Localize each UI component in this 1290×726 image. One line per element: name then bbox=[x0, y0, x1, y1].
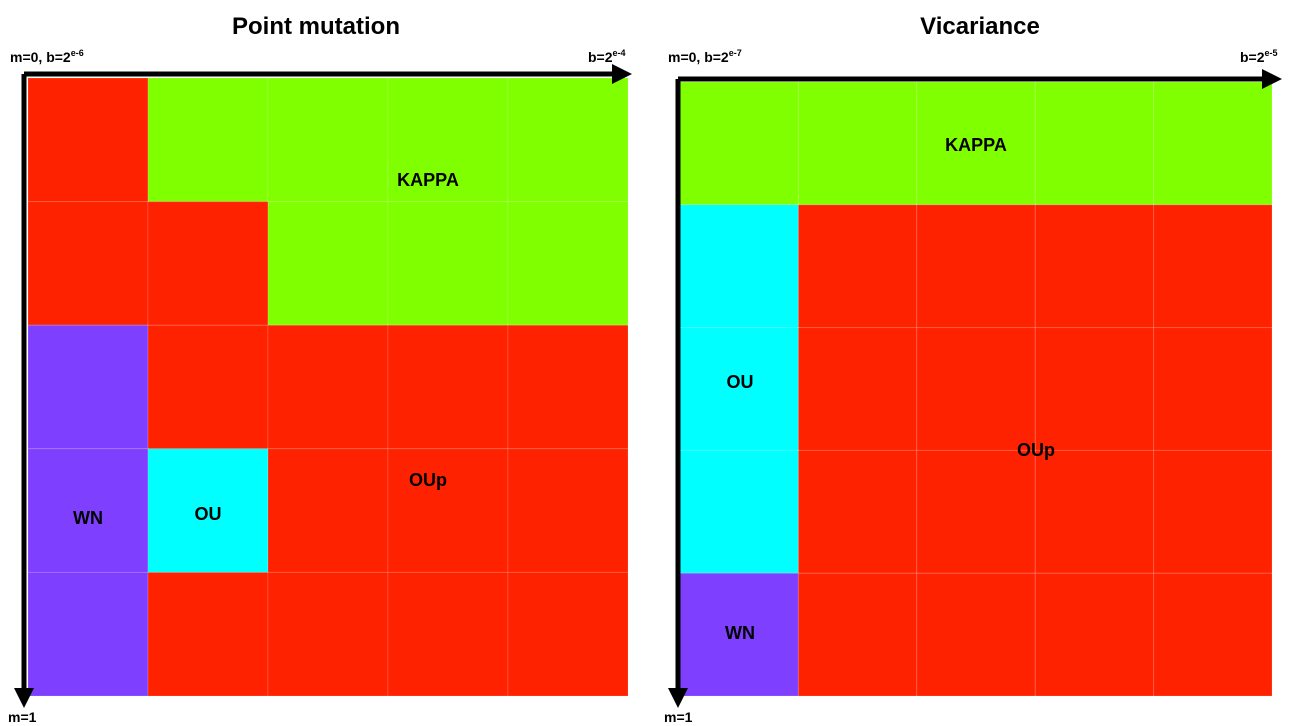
label-sup: e-5 bbox=[1265, 48, 1278, 58]
corner-label: m=1 bbox=[8, 709, 37, 725]
grid-cell bbox=[916, 204, 1036, 329]
axes bbox=[14, 64, 1282, 708]
panel-title: Vicariance bbox=[920, 13, 1040, 40]
grid-cell bbox=[797, 204, 918, 329]
grid-cell bbox=[679, 81, 799, 206]
grid-cell bbox=[679, 449, 799, 574]
grid-cell bbox=[1034, 204, 1155, 329]
region-label: OUp bbox=[409, 470, 447, 490]
grid-cell bbox=[916, 572, 1036, 697]
grid-cell bbox=[27, 77, 149, 203]
grid-cell bbox=[507, 77, 629, 203]
label-sup: e-6 bbox=[71, 48, 84, 58]
label-text: b=2 bbox=[1240, 49, 1265, 65]
grid-cell bbox=[387, 571, 509, 697]
grid-cell bbox=[507, 448, 629, 573]
label-text: m=0, b=2 bbox=[668, 49, 729, 65]
grid-cell bbox=[507, 571, 629, 697]
corner-label: m=0, b=2e-7 bbox=[668, 48, 742, 65]
grid-cell bbox=[267, 324, 389, 450]
grid-cell bbox=[147, 201, 269, 326]
grid-cell bbox=[27, 571, 149, 697]
grid-cell bbox=[916, 327, 1036, 451]
corner-label: m=1 bbox=[664, 709, 693, 725]
region-label: OU bbox=[195, 504, 222, 524]
corner-label: b=2e-5 bbox=[1240, 48, 1278, 65]
grid-cell bbox=[147, 448, 269, 573]
grid-cell bbox=[507, 201, 629, 326]
grid-cell bbox=[797, 449, 918, 574]
grid-cell bbox=[267, 448, 389, 573]
grid-cell bbox=[1034, 449, 1155, 574]
grid-cell bbox=[1153, 572, 1273, 697]
grid-cell bbox=[27, 201, 149, 326]
grid-cell bbox=[797, 81, 918, 206]
grid-cell bbox=[267, 571, 389, 697]
grid-cell bbox=[797, 327, 918, 451]
grid-cell bbox=[1034, 572, 1155, 697]
grid-cell bbox=[27, 448, 149, 573]
grid-cell bbox=[387, 448, 509, 573]
grid-cell bbox=[27, 324, 149, 450]
corner-label: m=0, b=2e-6 bbox=[10, 48, 84, 65]
grid-cell bbox=[387, 201, 509, 326]
grid-cell bbox=[507, 324, 629, 450]
grid-cell bbox=[1153, 204, 1273, 329]
label-text: b=2 bbox=[588, 49, 613, 65]
region-label: WN bbox=[73, 508, 103, 528]
region-label: OU bbox=[727, 372, 754, 392]
label-sup: e-7 bbox=[729, 48, 742, 58]
region-labels: KAPPA OUp WN OU KAPPA OU OUp WN bbox=[73, 135, 1055, 643]
grid-cell bbox=[916, 449, 1036, 574]
region-label: WN bbox=[725, 623, 755, 643]
grid-cell bbox=[916, 81, 1036, 206]
grid bbox=[27, 77, 1273, 697]
grid-cell bbox=[679, 204, 799, 329]
grid-cell bbox=[147, 571, 269, 697]
label-text: m=0, b=2 bbox=[10, 49, 71, 65]
grid-cell bbox=[1153, 449, 1273, 574]
panel-title: Point mutation bbox=[232, 13, 400, 40]
region-label: KAPPA bbox=[397, 170, 459, 190]
label-sup: e-4 bbox=[613, 48, 626, 58]
grid-cell bbox=[267, 77, 389, 203]
grid-cell bbox=[387, 324, 509, 450]
grid-cell bbox=[1153, 327, 1273, 451]
grid-cell bbox=[387, 77, 509, 203]
corner-label: b=2e-4 bbox=[588, 48, 626, 65]
grid-cell bbox=[147, 77, 269, 203]
grid-cell bbox=[1034, 327, 1155, 451]
grid-cell bbox=[679, 572, 799, 697]
grid-cell bbox=[1034, 81, 1155, 206]
grid-cell bbox=[797, 572, 918, 697]
region-label: OUp bbox=[1017, 440, 1055, 460]
grid-cell bbox=[267, 201, 389, 326]
grid-cell bbox=[679, 327, 799, 451]
grid-cell bbox=[147, 324, 269, 450]
grid-cell bbox=[1153, 81, 1273, 206]
region-label: KAPPA bbox=[945, 135, 1007, 155]
